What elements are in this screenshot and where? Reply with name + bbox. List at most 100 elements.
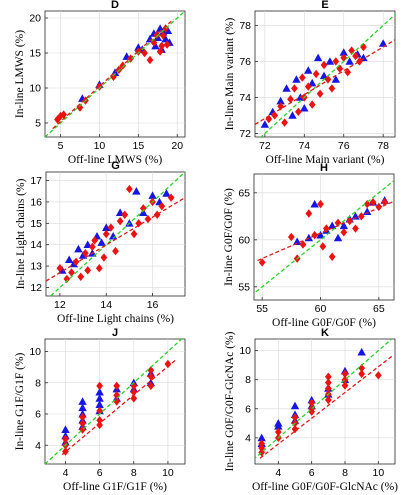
y-tick-label: 74 [239,92,251,104]
regression-line [259,355,393,459]
y-axis-label: In-line G1F/G1F (%) [14,352,26,450]
data-point-triangle [78,403,87,412]
data-point-diamond [291,84,298,93]
x-tick-label: 4 [63,467,69,479]
data-point-diamond [375,202,383,212]
data-point-diamond [352,224,359,233]
data-point-triangle [78,397,87,405]
x-tick-label: 14 [100,299,112,311]
y-tick-label: 6 [35,409,41,421]
data-point-diamond [324,378,332,387]
panel-title: G [111,160,120,172]
data-point-triangle [316,230,325,239]
x-tick-label: 60 [315,303,327,315]
x-tick-label: 5 [58,140,64,152]
data-point-diamond [324,372,332,381]
data-point-diamond [319,242,327,251]
y-tick-label: 4 [35,440,41,452]
data-point-triangle [378,39,388,47]
data-point-diamond [96,416,103,425]
regression-line [46,197,185,282]
data-point-triangle [327,221,337,230]
regression-line [257,200,394,262]
data-point-diamond [91,236,99,245]
regression-line [61,358,177,456]
y-tick-label: 55 [238,281,250,293]
data-point-diamond [147,381,155,391]
data-point-diamond [88,242,96,252]
x-tick-label: 10 [162,467,174,479]
y-tick-label: 8 [35,377,41,389]
y-axis-label: In-line Light chains (%) [15,178,27,289]
x-tick-label: 16 [147,299,159,311]
identity-line [254,179,394,295]
data-point-diamond [113,397,121,406]
data-point-diamond [110,72,117,81]
y-axis-label: In-line G0F/G0F (%) [223,188,235,286]
data-point-triangle [151,41,160,50]
data-point-diamond [258,258,266,267]
data-point-diamond [316,89,324,98]
data-point-triangle [351,212,360,220]
data-point-diamond [358,369,366,379]
data-point-triangle [292,75,301,83]
data-point-diamond [164,359,172,369]
data-point-triangle [292,237,302,246]
data-point-triangle [132,187,141,195]
y-axis-label: In-line LMWS (%) [14,30,26,118]
data-point-triangle [95,400,104,408]
x-tick-label: 8 [342,467,348,479]
data-point-triangle [304,66,313,74]
y-tick-label: 15 [30,218,42,230]
data-point-triangle [64,255,74,264]
data-point-diamond [363,199,371,209]
y-tick-label: 17 [30,175,42,187]
x-tick-label: 74 [298,140,310,152]
data-point-diamond [287,232,295,242]
x-tick-label: 76 [338,140,350,152]
x-tick-label: 8 [131,467,137,479]
x-tick-label: 15 [132,140,144,152]
data-point-diamond [258,439,266,448]
data-point-diamond [374,371,382,380]
panel-d: 5 10 15 20 5 10 15 20 D Off-line LMWS (%) In-line … [14,0,186,166]
data-point-diamond [147,366,155,375]
data-point-triangle [102,223,111,231]
data-point-diamond [79,412,86,422]
data-point-diamond [144,214,152,224]
data-point-triangle [161,34,170,43]
x-axis-label: Off-line G1F/G1F (%) [63,481,167,493]
data-point-triangle [339,221,349,230]
data-point-diamond [287,95,294,104]
data-point-diamond [271,111,279,120]
y-axis-label: In-line Main variant (%) [224,17,236,130]
data-point-diamond [56,264,64,273]
y-tick-label: 60 [238,234,250,246]
x-tick-label: 55 [256,303,268,315]
regression-line [52,18,174,130]
data-point-diamond [258,443,266,453]
x-tick-label: 78 [377,140,389,152]
data-point-diamond [113,381,121,391]
x-tick-label: 20 [171,140,183,152]
y-tick-label: 20 [29,13,41,25]
identity-line [45,11,185,137]
panel-title: D [111,0,119,11]
data-point-triangle [307,78,317,87]
x-axis-label: Off-line G0F/G0F-GlcNAc (%) [252,481,398,493]
data-point-diamond [341,369,349,379]
y-tick-label: 15 [29,48,41,60]
data-point-diamond [281,118,288,127]
y-tick-label: 65 [238,187,250,199]
y-tick-label: 4 [245,432,251,444]
data-point-diamond [328,84,336,93]
data-point-diamond [304,82,312,91]
data-point-diamond [358,363,366,373]
data-point-diamond [308,398,316,408]
y-tick-label: 12 [30,282,42,294]
data-point-diamond [116,216,124,226]
data-point-triangle [288,111,297,119]
x-tick-label: 10 [94,140,106,152]
data-point-diamond [369,198,377,207]
data-point-diamond [68,268,75,277]
